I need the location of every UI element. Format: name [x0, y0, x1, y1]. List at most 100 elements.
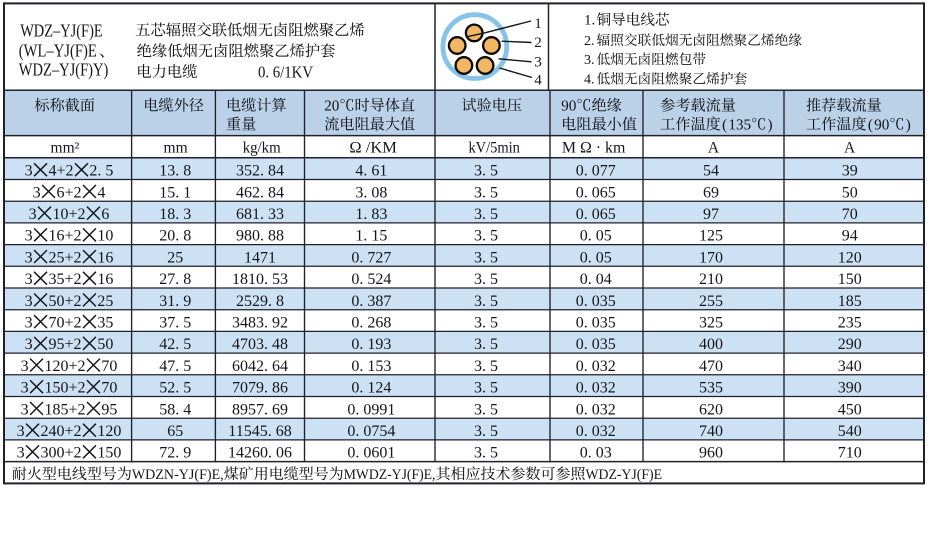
svg-text:3: 3 — [17, 445, 25, 462]
svg-text:54: 54 — [703, 163, 719, 180]
svg-text:3: 3 — [25, 315, 33, 332]
svg-text:WDZ-YJ(F)E: WDZ-YJ(F)E — [586, 467, 663, 483]
svg-text:WDZN-YJ(F)E,: WDZN-YJ(F)E, — [132, 467, 224, 483]
svg-text:18. 3: 18. 3 — [159, 206, 191, 223]
svg-text:58. 4: 58. 4 — [159, 401, 191, 418]
svg-text:69: 69 — [703, 184, 719, 201]
svg-text:3. 5: 3. 5 — [474, 445, 498, 462]
svg-text:16: 16 — [97, 271, 113, 288]
svg-text:6+2: 6+2 — [56, 184, 81, 201]
svg-text:185: 185 — [838, 293, 862, 310]
svg-text:0. 387: 0. 387 — [351, 293, 391, 310]
svg-text:3: 3 — [25, 293, 33, 310]
svg-text:65: 65 — [167, 423, 183, 440]
svg-text:94: 94 — [842, 228, 858, 245]
svg-text:3. 5: 3. 5 — [474, 271, 498, 288]
svg-text:185+2: 185+2 — [44, 401, 85, 418]
svg-text:3. 5: 3. 5 — [474, 423, 498, 440]
svg-text:14260. 06: 14260. 06 — [228, 445, 292, 462]
svg-text:0. 04: 0. 04 — [580, 271, 612, 288]
svg-text:620: 620 — [699, 401, 723, 418]
svg-text:25: 25 — [97, 293, 113, 310]
svg-text:3: 3 — [534, 53, 542, 70]
svg-text:1810. 53: 1810. 53 — [232, 271, 288, 288]
svg-text:681. 33: 681. 33 — [236, 206, 284, 223]
svg-text:0. 035: 0. 035 — [576, 336, 616, 353]
svg-text:M Ω · km: M Ω · km — [562, 139, 626, 156]
svg-text:3: 3 — [25, 228, 33, 245]
svg-text:10+2: 10+2 — [52, 206, 85, 223]
svg-text:0. 0991: 0. 0991 — [347, 401, 395, 418]
svg-text:37. 5: 37. 5 — [159, 315, 191, 332]
svg-text:120+2: 120+2 — [44, 358, 85, 375]
svg-text:450: 450 — [838, 401, 862, 418]
svg-text:3. 08: 3. 08 — [355, 184, 387, 201]
svg-text:3: 3 — [33, 184, 41, 201]
svg-text:35+2: 35+2 — [48, 271, 81, 288]
svg-text:6042. 64: 6042. 64 — [232, 358, 288, 375]
svg-text:3. 5: 3. 5 — [474, 163, 498, 180]
svg-text:70+2: 70+2 — [48, 315, 81, 332]
svg-text:50+2: 50+2 — [48, 293, 81, 310]
svg-text:2: 2 — [534, 34, 542, 51]
svg-text:3. 5: 3. 5 — [474, 293, 498, 310]
svg-text:235: 235 — [838, 315, 862, 332]
svg-text:0. 032: 0. 032 — [576, 358, 616, 375]
svg-text:390: 390 — [838, 380, 862, 397]
svg-text:3. 5: 3. 5 — [474, 358, 498, 375]
svg-text:3: 3 — [29, 206, 37, 223]
svg-text:mm²: mm² — [51, 139, 80, 156]
svg-text:540: 540 — [838, 423, 862, 440]
svg-text:A: A — [708, 139, 720, 156]
svg-text:3.: 3. — [584, 52, 595, 68]
svg-text:0. 268: 0. 268 — [351, 315, 391, 332]
svg-text:Ω /KM: Ω /KM — [349, 139, 397, 156]
svg-text:0. 035: 0. 035 — [576, 293, 616, 310]
svg-text:240+2: 240+2 — [40, 423, 81, 440]
svg-text:150: 150 — [838, 271, 862, 288]
svg-text:42. 5: 42. 5 — [159, 336, 191, 353]
svg-text:0. 05: 0. 05 — [580, 249, 612, 266]
svg-text:150: 150 — [97, 445, 121, 462]
svg-text:25: 25 — [167, 249, 183, 266]
svg-text:0. 05: 0. 05 — [580, 228, 612, 245]
svg-text:0. 727: 0. 727 — [351, 249, 391, 266]
svg-text:3: 3 — [25, 336, 33, 353]
svg-text:0. 153: 0. 153 — [351, 358, 391, 375]
svg-text:70: 70 — [842, 206, 858, 223]
svg-text:400: 400 — [699, 336, 723, 353]
svg-text:0. 035: 0. 035 — [576, 315, 616, 332]
svg-text:255: 255 — [699, 293, 723, 310]
svg-text:125: 125 — [699, 228, 723, 245]
svg-text:39: 39 — [842, 163, 858, 180]
svg-text:3. 5: 3. 5 — [474, 249, 498, 266]
svg-text:0. 6/1KV: 0. 6/1KV — [258, 62, 313, 81]
svg-text:50: 50 — [97, 336, 113, 353]
svg-text:3. 5: 3. 5 — [474, 380, 498, 397]
svg-text:50: 50 — [842, 184, 858, 201]
svg-text:0. 0754: 0. 0754 — [347, 423, 395, 440]
svg-text:3. 5: 3. 5 — [474, 336, 498, 353]
svg-text:11545. 68: 11545. 68 — [228, 423, 291, 440]
svg-text:325: 325 — [699, 315, 723, 332]
svg-text:290: 290 — [838, 336, 862, 353]
svg-text:0. 032: 0. 032 — [576, 380, 616, 397]
svg-text:7079. 86: 7079. 86 — [232, 380, 288, 397]
svg-text:97: 97 — [703, 206, 719, 223]
svg-text:8957. 69: 8957. 69 — [232, 401, 288, 418]
svg-text:210: 210 — [699, 271, 723, 288]
svg-text:2529. 8: 2529. 8 — [236, 293, 284, 310]
svg-text:0. 077: 0. 077 — [576, 163, 616, 180]
svg-text:535: 535 — [699, 380, 723, 397]
svg-text:740: 740 — [699, 423, 723, 440]
svg-text:3: 3 — [21, 358, 29, 375]
svg-text:1471: 1471 — [244, 249, 276, 266]
svg-text:3: 3 — [17, 423, 25, 440]
svg-text:120: 120 — [97, 423, 121, 440]
svg-text:1: 1 — [534, 15, 542, 32]
svg-text:3. 5: 3. 5 — [474, 206, 498, 223]
svg-text:120: 120 — [838, 249, 862, 266]
svg-text:3: 3 — [25, 271, 33, 288]
svg-text:3: 3 — [21, 380, 29, 397]
svg-text:1.: 1. — [584, 13, 595, 29]
